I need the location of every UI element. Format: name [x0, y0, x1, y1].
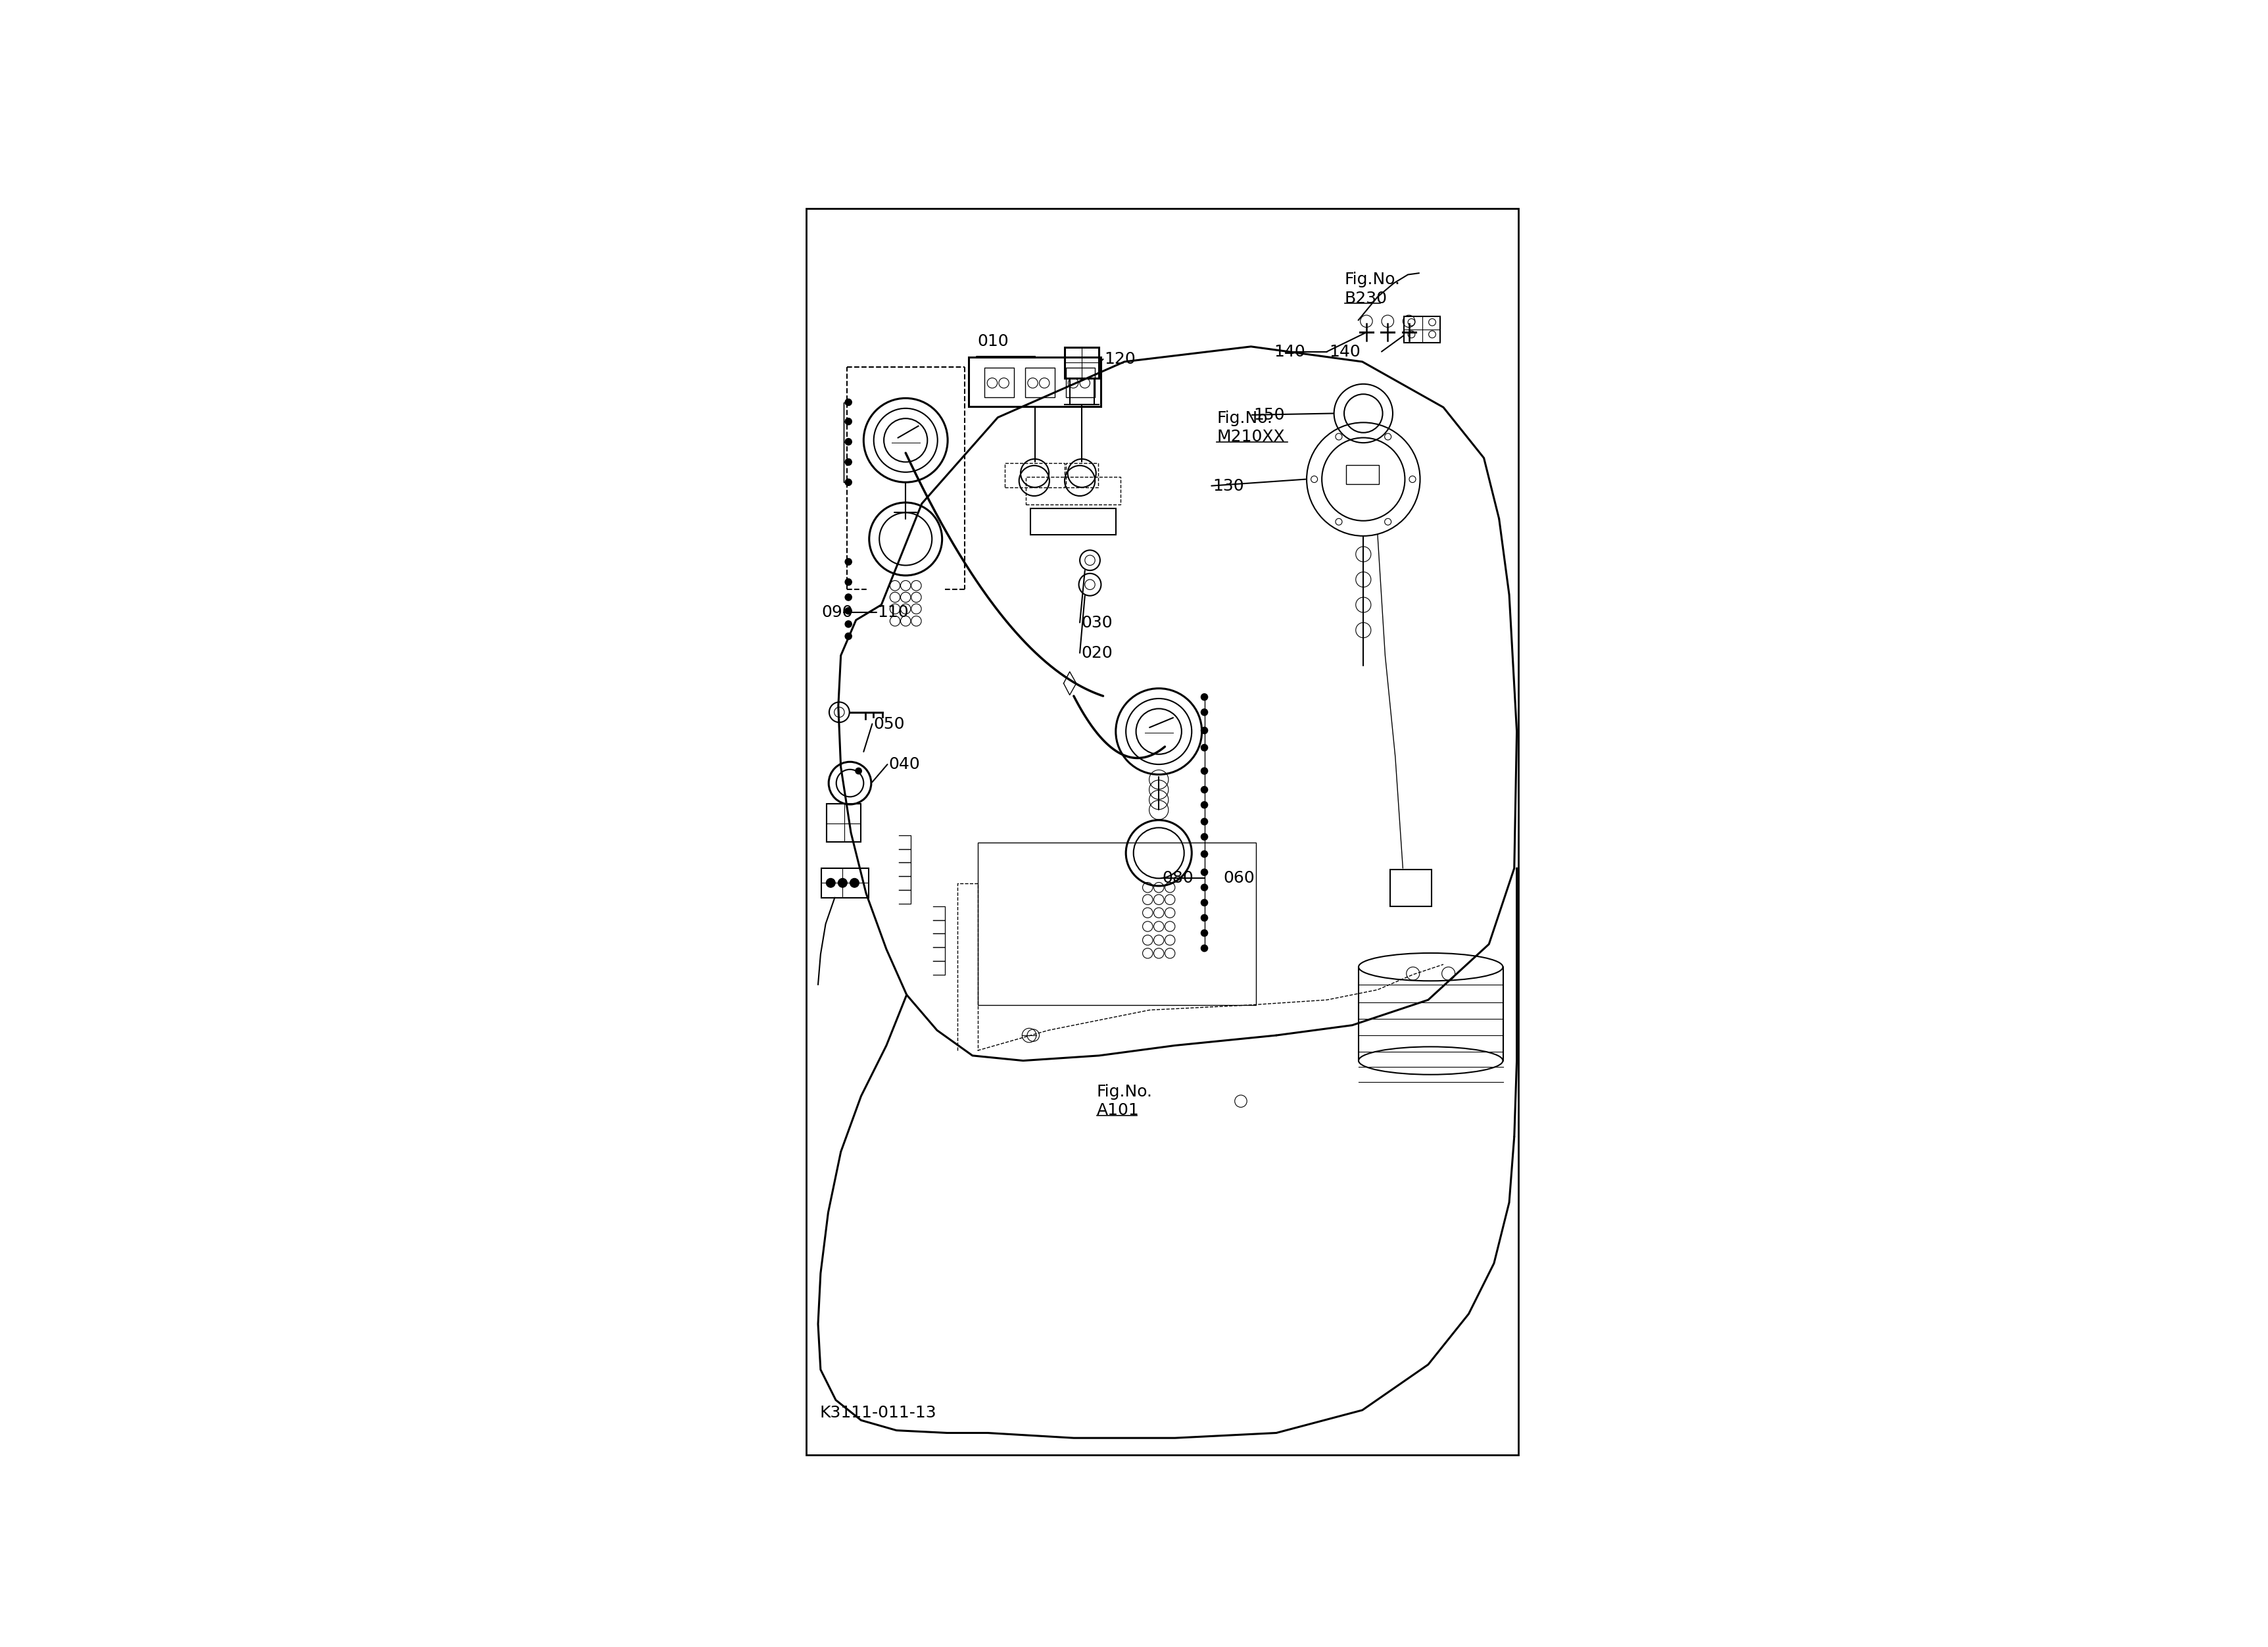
Text: 140: 140 — [1329, 344, 1361, 359]
Circle shape — [1200, 800, 1209, 809]
Circle shape — [1200, 786, 1209, 794]
Text: 080: 080 — [1163, 870, 1193, 886]
Text: Fig.No.: Fig.No. — [1216, 410, 1272, 427]
Text: Fig.No.: Fig.No. — [1345, 272, 1402, 288]
Circle shape — [844, 608, 853, 614]
Text: 110: 110 — [878, 604, 909, 621]
Bar — [1066, 463, 1098, 488]
Bar — [1404, 316, 1440, 343]
Bar — [1066, 367, 1095, 397]
Circle shape — [1200, 944, 1209, 952]
Circle shape — [1200, 868, 1209, 876]
Circle shape — [1200, 693, 1209, 702]
Bar — [1030, 509, 1116, 535]
Text: 060: 060 — [1222, 870, 1254, 886]
Text: 030: 030 — [1082, 614, 1114, 631]
Circle shape — [844, 418, 853, 425]
Text: 130: 130 — [1213, 478, 1245, 494]
Circle shape — [1200, 914, 1209, 922]
Bar — [1064, 348, 1100, 377]
Circle shape — [1200, 744, 1209, 751]
Circle shape — [844, 593, 853, 601]
Bar — [821, 868, 869, 898]
Circle shape — [844, 438, 853, 446]
Circle shape — [844, 578, 853, 586]
Text: 140: 140 — [1275, 344, 1304, 359]
Bar — [826, 804, 862, 842]
Circle shape — [1200, 899, 1209, 906]
Text: A101: A101 — [1095, 1102, 1139, 1118]
Circle shape — [1200, 929, 1209, 937]
Circle shape — [1200, 726, 1209, 735]
Text: 120: 120 — [1105, 351, 1136, 367]
Text: 090: 090 — [821, 604, 853, 621]
Circle shape — [1200, 850, 1209, 858]
Circle shape — [839, 878, 848, 888]
Text: 050: 050 — [873, 716, 905, 731]
Text: Fig.No.: Fig.No. — [1095, 1084, 1152, 1100]
Circle shape — [1200, 768, 1209, 774]
Circle shape — [850, 878, 860, 888]
Circle shape — [1200, 884, 1209, 891]
Text: K3111-011-13: K3111-011-13 — [819, 1405, 937, 1421]
Circle shape — [844, 399, 853, 407]
Bar — [1070, 377, 1093, 404]
Bar — [984, 367, 1014, 397]
Circle shape — [826, 878, 835, 888]
Text: M210XX: M210XX — [1216, 428, 1284, 445]
Circle shape — [1200, 708, 1209, 716]
Circle shape — [844, 458, 853, 466]
Text: 150: 150 — [1254, 407, 1284, 423]
Circle shape — [1200, 819, 1209, 825]
Text: B230: B230 — [1345, 290, 1388, 306]
Bar — [968, 357, 1100, 407]
Bar — [978, 843, 1256, 1005]
Text: 040: 040 — [889, 756, 921, 772]
Circle shape — [844, 558, 853, 565]
Circle shape — [844, 479, 853, 486]
Text: 010: 010 — [978, 334, 1009, 349]
Bar — [1005, 463, 1064, 488]
Bar — [1347, 464, 1379, 484]
Bar — [1025, 367, 1055, 397]
Circle shape — [855, 768, 862, 774]
Circle shape — [1200, 833, 1209, 840]
Text: 020: 020 — [1082, 646, 1114, 660]
Circle shape — [844, 632, 853, 641]
Bar — [1025, 476, 1120, 504]
Circle shape — [844, 621, 853, 628]
Bar — [1390, 870, 1431, 906]
